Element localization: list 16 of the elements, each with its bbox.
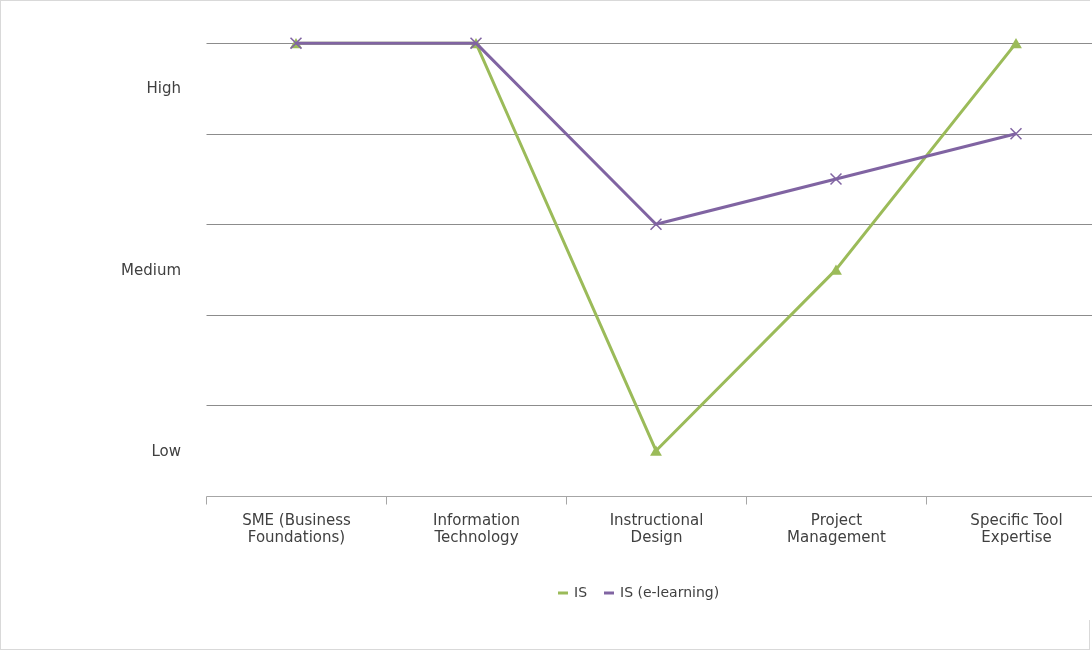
x-tick-label: SME (Business Foundations)	[242, 510, 352, 546]
text: Low	[151, 441, 181, 460]
x-tick-label: Instructional Design	[609, 510, 704, 546]
point	[830, 264, 842, 275]
x-tick-label: Specific Tool Expertise	[970, 510, 1063, 546]
legend-label: IS (e-learning)	[620, 584, 720, 600]
point	[650, 445, 662, 456]
point	[1010, 38, 1022, 49]
text: High	[146, 79, 181, 98]
point	[1009, 127, 1023, 140]
text: Medium	[121, 260, 181, 279]
point	[649, 218, 663, 231]
legend-label: IS	[574, 584, 588, 600]
x-tick-label: Project Management	[787, 510, 887, 546]
point	[829, 172, 843, 186]
x-tick-label: Information Technology	[433, 510, 520, 546]
